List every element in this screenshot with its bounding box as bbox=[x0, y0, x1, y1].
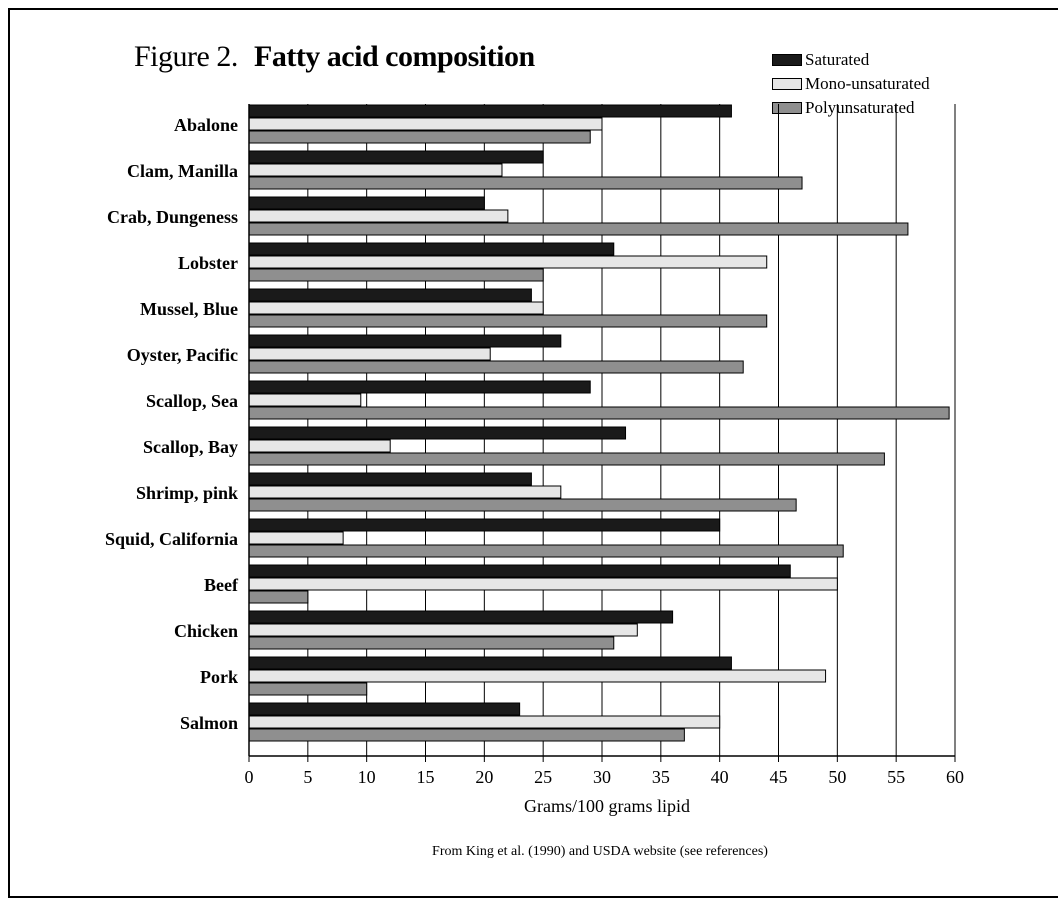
bar-beef-1 bbox=[248, 577, 838, 591]
category-label: Scallop, Sea bbox=[146, 391, 238, 411]
bar-pork-2 bbox=[248, 682, 368, 696]
category-label: Lobster bbox=[178, 253, 238, 273]
bar-lobster-0 bbox=[248, 242, 615, 256]
bar-scallop-sea-2 bbox=[248, 406, 950, 420]
x-tick-label: 10 bbox=[358, 767, 376, 787]
legend-item-mono-unsaturated: Mono-unsaturated bbox=[772, 72, 930, 96]
x-tick-label: 0 bbox=[245, 767, 254, 787]
bar-mussel-blue-2 bbox=[248, 314, 768, 328]
legend-item-saturated: Saturated bbox=[772, 48, 930, 72]
category-label: Beef bbox=[204, 575, 239, 595]
bar-oyster-pacific-2 bbox=[248, 360, 744, 374]
source-note: From King et al. (1990) and USDA website… bbox=[432, 844, 768, 859]
bar-salmon-1 bbox=[248, 715, 721, 729]
category-label: Chicken bbox=[174, 621, 238, 641]
legend-swatch-mono-unsaturated bbox=[772, 78, 802, 90]
bar-scallop-sea-1 bbox=[248, 393, 362, 407]
bar-crab-dungeness-1 bbox=[248, 209, 509, 223]
category-label: Crab, Dungeness bbox=[107, 207, 238, 227]
bar-beef-0 bbox=[248, 564, 791, 578]
category-label: Scallop, Bay bbox=[143, 437, 238, 457]
bar-squid-california-2 bbox=[248, 544, 844, 558]
x-tick-label: 25 bbox=[534, 767, 552, 787]
category-label: Mussel, Blue bbox=[140, 299, 238, 319]
x-tick-label: 40 bbox=[711, 767, 729, 787]
bar-crab-dungeness-2 bbox=[248, 222, 909, 236]
bar-abalone-1 bbox=[248, 117, 603, 131]
bar-abalone-2 bbox=[248, 130, 591, 144]
category-label: Clam, Manilla bbox=[127, 161, 238, 181]
legend-item-polyunsaturated: Polyunsaturated bbox=[772, 96, 930, 120]
bar-scallop-bay-0 bbox=[248, 426, 627, 440]
bar-scallop-sea-0 bbox=[248, 380, 591, 394]
legend-label-saturated: Saturated bbox=[805, 50, 870, 69]
bar-oyster-pacific-1 bbox=[248, 347, 491, 361]
x-tick-label: 60 bbox=[946, 767, 964, 787]
bar-abalone-0 bbox=[248, 104, 732, 118]
bar-clam-manilla-0 bbox=[248, 150, 544, 164]
figure-number: Figure 2. bbox=[134, 40, 238, 73]
bar-salmon-2 bbox=[248, 728, 685, 742]
bar-salmon-0 bbox=[248, 702, 521, 716]
category-label: Pork bbox=[200, 667, 238, 687]
bar-lobster-2 bbox=[248, 268, 544, 282]
bar-scallop-bay-1 bbox=[248, 439, 391, 453]
bar-clam-manilla-2 bbox=[248, 176, 803, 190]
bar-lobster-1 bbox=[248, 255, 768, 269]
x-tick-label: 20 bbox=[475, 767, 493, 787]
legend: Saturated Mono-unsaturated Polyunsaturat… bbox=[772, 48, 930, 120]
bar-pork-1 bbox=[248, 669, 827, 683]
bar-shrimp-pink-2 bbox=[248, 498, 797, 512]
bar-scallop-bay-2 bbox=[248, 452, 885, 466]
bar-oyster-pacific-0 bbox=[248, 334, 562, 348]
category-label: Abalone bbox=[174, 115, 238, 135]
x-tick-label: 50 bbox=[828, 767, 846, 787]
x-tick-label: 30 bbox=[593, 767, 611, 787]
bar-pork-0 bbox=[248, 656, 732, 670]
x-tick-label: 45 bbox=[770, 767, 788, 787]
x-tick-label: 35 bbox=[652, 767, 670, 787]
x-tick-label: 55 bbox=[887, 767, 905, 787]
bar-beef-2 bbox=[248, 590, 309, 604]
legend-label-polyunsaturated: Polyunsaturated bbox=[805, 98, 915, 117]
legend-swatch-saturated bbox=[772, 54, 802, 66]
bar-chicken-1 bbox=[248, 623, 638, 637]
chart-title: Fatty acid composition bbox=[254, 40, 535, 73]
x-tick-label: 5 bbox=[303, 767, 312, 787]
bar-squid-california-1 bbox=[248, 531, 344, 545]
x-tick-label: 15 bbox=[417, 767, 435, 787]
category-label: Salmon bbox=[180, 713, 238, 733]
bar-mussel-blue-1 bbox=[248, 301, 544, 315]
category-label: Oyster, Pacific bbox=[127, 345, 238, 365]
x-axis-label: Grams/100 grams lipid bbox=[524, 796, 690, 816]
bar-chicken-0 bbox=[248, 610, 674, 624]
bar-shrimp-pink-1 bbox=[248, 485, 562, 499]
category-label: Shrimp, pink bbox=[136, 483, 238, 503]
bar-shrimp-pink-0 bbox=[248, 472, 532, 486]
bar-mussel-blue-0 bbox=[248, 288, 532, 302]
legend-label-mono-unsaturated: Mono-unsaturated bbox=[805, 74, 930, 93]
legend-swatch-polyunsaturated bbox=[772, 102, 802, 114]
bar-chicken-2 bbox=[248, 636, 615, 650]
bar-clam-manilla-1 bbox=[248, 163, 503, 177]
bar-squid-california-0 bbox=[248, 518, 721, 532]
bar-crab-dungeness-0 bbox=[248, 196, 485, 210]
category-label: Squid, California bbox=[105, 529, 238, 549]
